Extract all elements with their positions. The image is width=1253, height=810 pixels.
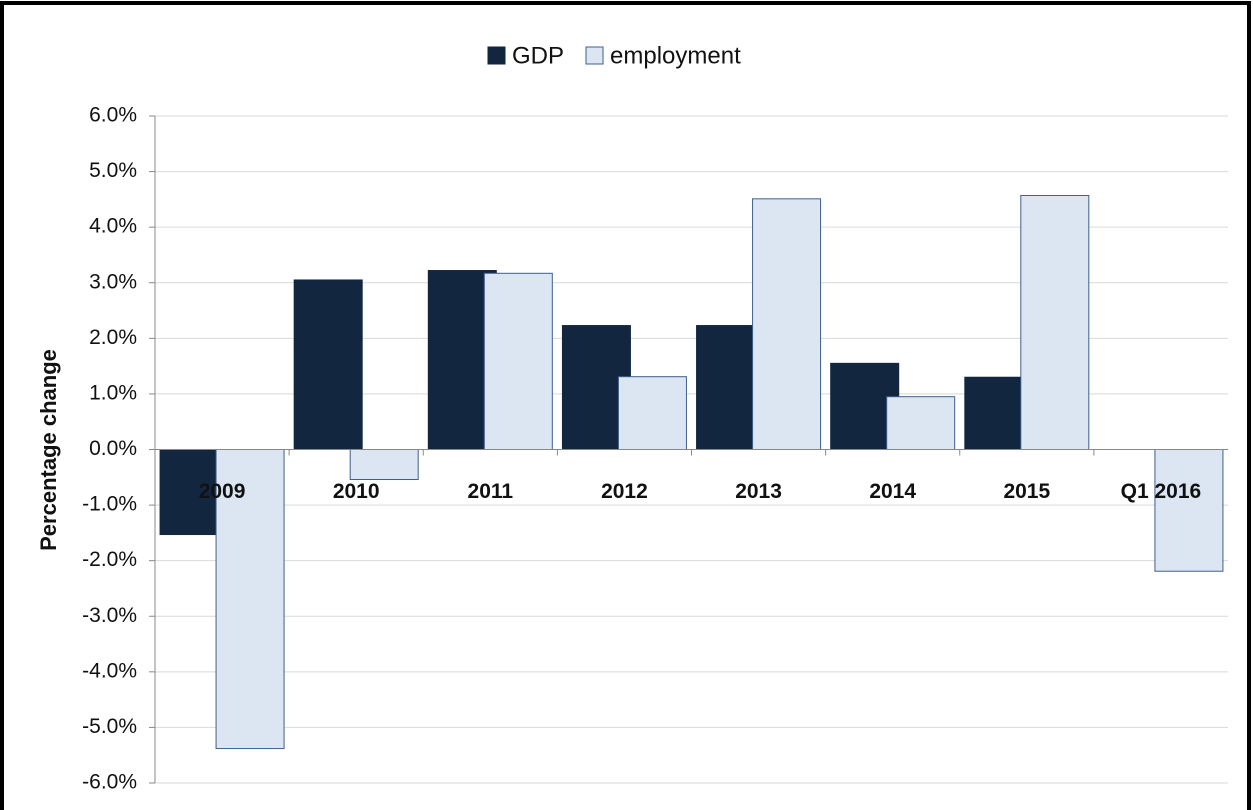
y-tick-label: 1.0%	[89, 381, 137, 404]
bar	[293, 279, 363, 450]
y-tick-label: -4.0%	[82, 659, 137, 682]
y-tick-label: -5.0%	[82, 715, 137, 738]
x-tick-label: Q1 2016	[1121, 480, 1202, 503]
bar	[617, 376, 687, 450]
x-tick-label: 2011	[468, 480, 514, 503]
y-tick-label: 4.0%	[89, 215, 137, 238]
y-tick-label: 5.0%	[89, 159, 137, 182]
y-tick-label: 2.0%	[89, 326, 137, 349]
bar	[483, 272, 553, 451]
bar	[349, 449, 419, 481]
x-tick-label: 2009	[199, 480, 246, 503]
y-tick-label: 3.0%	[89, 270, 137, 293]
legend-swatch	[487, 46, 506, 65]
legend-label: employment	[610, 42, 741, 69]
legend-swatch	[585, 46, 604, 65]
bar	[1154, 449, 1224, 572]
x-tick-label: 2014	[869, 480, 916, 503]
y-tick-label: -2.0%	[82, 548, 137, 571]
y-tick-label: 6.0%	[89, 104, 137, 127]
bar	[752, 198, 822, 450]
x-tick-label: 2010	[333, 480, 380, 503]
bar	[215, 449, 285, 750]
bar	[1020, 194, 1090, 450]
bar	[886, 396, 956, 450]
legend-label: GDP	[512, 42, 564, 69]
y-tick-label: -3.0%	[82, 604, 137, 627]
x-tick-label: 2013	[735, 480, 782, 503]
x-tick-label: 2015	[1003, 480, 1050, 503]
x-tick-label: 2012	[601, 480, 648, 503]
y-axis-title: Percentage change	[36, 349, 61, 551]
y-tick-label: -1.0%	[82, 493, 137, 516]
y-tick-label: 0.0%	[89, 437, 137, 460]
y-tick-label: -6.0%	[82, 771, 137, 794]
